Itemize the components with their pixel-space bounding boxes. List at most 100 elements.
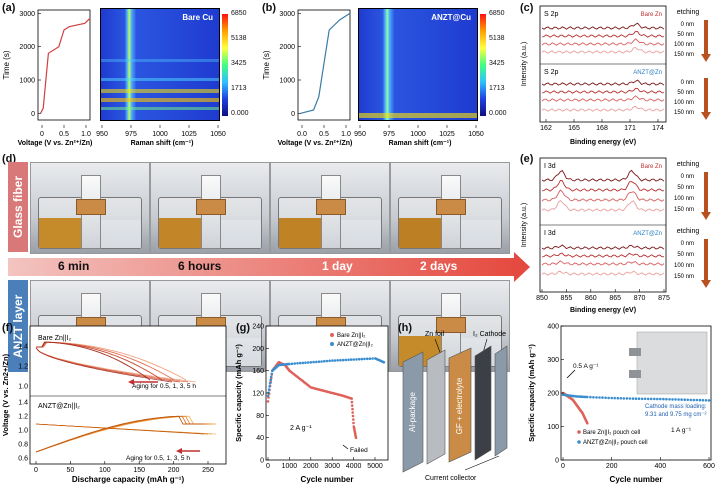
x-axis-label: Voltage (V vs. Zn²⁺/Zn) xyxy=(278,140,353,147)
x-tick-label: 875 xyxy=(658,295,670,302)
y-tick-label: 1.4 xyxy=(18,400,28,407)
data-point xyxy=(677,398,680,401)
spectrum-line xyxy=(541,38,665,46)
spectrum-line xyxy=(541,22,665,30)
data-point xyxy=(290,362,294,366)
y-tick-label: 400 xyxy=(547,324,559,331)
data-point xyxy=(269,375,273,379)
top-sample: Bare Zn xyxy=(641,12,662,18)
data-point xyxy=(640,397,644,401)
depth-label: 100 nm xyxy=(674,42,694,48)
y-tick-label: 0 xyxy=(555,458,559,465)
data-point xyxy=(649,397,653,401)
top-title: I 3d xyxy=(544,163,556,170)
liquid xyxy=(218,220,261,248)
x-axis-label: Voltage (V vs. Zn²⁺/Zn) xyxy=(18,140,93,147)
heatmap-band xyxy=(101,97,219,103)
y-axis-label: Time (s) xyxy=(262,50,271,79)
data-point xyxy=(350,397,353,400)
aging-label-top: Aging for 0.5, 1, 3, 5 h xyxy=(132,383,196,390)
loading-line1: Cathode mass loading: xyxy=(645,404,707,410)
experiment-photo xyxy=(390,162,510,254)
data-point xyxy=(365,357,369,361)
anzt-layer-band xyxy=(8,280,28,372)
data-point xyxy=(357,357,361,361)
data-point xyxy=(595,396,598,399)
data-point xyxy=(350,400,354,404)
data-point xyxy=(607,396,610,400)
panel-a-raman-axis: 950 975 1000 1025 1050 Raman shift (cm⁻¹) xyxy=(96,125,226,147)
x-tick-label: 150 xyxy=(133,467,145,474)
data-point xyxy=(662,397,665,401)
etching-arrowhead xyxy=(701,212,711,220)
y-tick-label: 200 xyxy=(547,391,559,398)
data-point xyxy=(350,404,354,407)
y-tick-label: 3000 xyxy=(19,11,35,18)
x-tick-label: 5000 xyxy=(367,463,383,470)
spectrum-line xyxy=(541,189,665,202)
clamp xyxy=(435,317,467,334)
data-point xyxy=(625,397,629,400)
data-point xyxy=(656,397,659,401)
depth-label: 50 nm xyxy=(677,185,694,191)
data-point xyxy=(298,361,302,365)
glass-fiber-label: Glass fiber xyxy=(11,175,25,239)
data-point xyxy=(347,358,350,362)
data-point xyxy=(695,398,699,402)
data-point xyxy=(351,414,355,418)
data-point xyxy=(646,397,650,401)
rate-label: 0.5 A g⁻¹ xyxy=(573,363,599,370)
depth-label: 50 nm xyxy=(677,90,694,96)
i2-cathode-layer xyxy=(474,345,492,461)
y-axis-label: Specific capacity (mAh g⁻¹) xyxy=(527,344,536,442)
right-jar xyxy=(457,196,502,249)
left-jar xyxy=(398,196,443,249)
data-point xyxy=(622,397,626,400)
heatmap-band xyxy=(101,77,219,82)
data-point xyxy=(269,378,272,382)
aging-label-bottom: Aging for 0.5, 1, 3, 5 h xyxy=(126,455,190,462)
data-point xyxy=(336,359,339,362)
spectrum-line xyxy=(541,260,665,266)
chart-title: ANZT@Cu xyxy=(431,13,471,22)
colorbar-tick-label: 1713 xyxy=(231,85,247,92)
x-tick-label: 171 xyxy=(624,125,636,132)
legend-marker xyxy=(577,440,581,444)
rate-label: 2 A g⁻¹ xyxy=(290,425,312,432)
x-tick-label: 600 xyxy=(703,463,715,470)
data-point xyxy=(707,399,711,402)
y-tick-label: 1000 xyxy=(279,78,295,85)
panel-b-raman-axis: 950 975 1000 1025 1050 Raman shift (cm⁻¹) xyxy=(354,125,484,147)
data-point xyxy=(351,407,354,411)
depth-label: 0 nm xyxy=(681,241,694,247)
data-point xyxy=(668,398,671,401)
heatmap-band xyxy=(359,113,477,118)
etching-arrowhead xyxy=(701,112,711,120)
panel-f-discharge-plot: 0 50 100 150 200 2501.01.21.40.60.81.01.21.4 … xyxy=(1,325,227,484)
failed-label: Failed xyxy=(350,447,368,454)
y-axis-label: Time (s) xyxy=(2,50,11,79)
aging-arrowhead xyxy=(128,379,134,385)
depth-label: 150 nm xyxy=(674,52,694,58)
spectrum-line xyxy=(541,87,665,94)
top-sample: Bare Zn||I₂ xyxy=(38,335,71,342)
data-point xyxy=(333,359,337,362)
y-tick-label: 100 xyxy=(547,424,559,431)
raman-x-axis-label: Raman shift (cm⁻¹) xyxy=(389,140,452,147)
x-tick-label: 1025 xyxy=(439,131,455,138)
y-tick-label: 3000 xyxy=(279,11,295,18)
data-point xyxy=(288,362,291,366)
panel-e-xps-plot: 850 855 860 865 870 875 I 3d Bare Zn I 3d ANZ… xyxy=(521,157,711,314)
etching-label: etching xyxy=(677,161,700,168)
data-point xyxy=(368,357,372,360)
zn-foil-layer xyxy=(426,349,446,465)
time-label: 6 hours xyxy=(178,259,222,273)
discharge-curve xyxy=(36,341,151,381)
data-point xyxy=(268,381,272,385)
data-point xyxy=(296,362,299,365)
data-point xyxy=(306,361,310,364)
data-point xyxy=(270,372,274,376)
depth-label: 0 nm xyxy=(681,174,694,180)
data-point xyxy=(304,361,307,364)
data-point xyxy=(659,397,662,401)
